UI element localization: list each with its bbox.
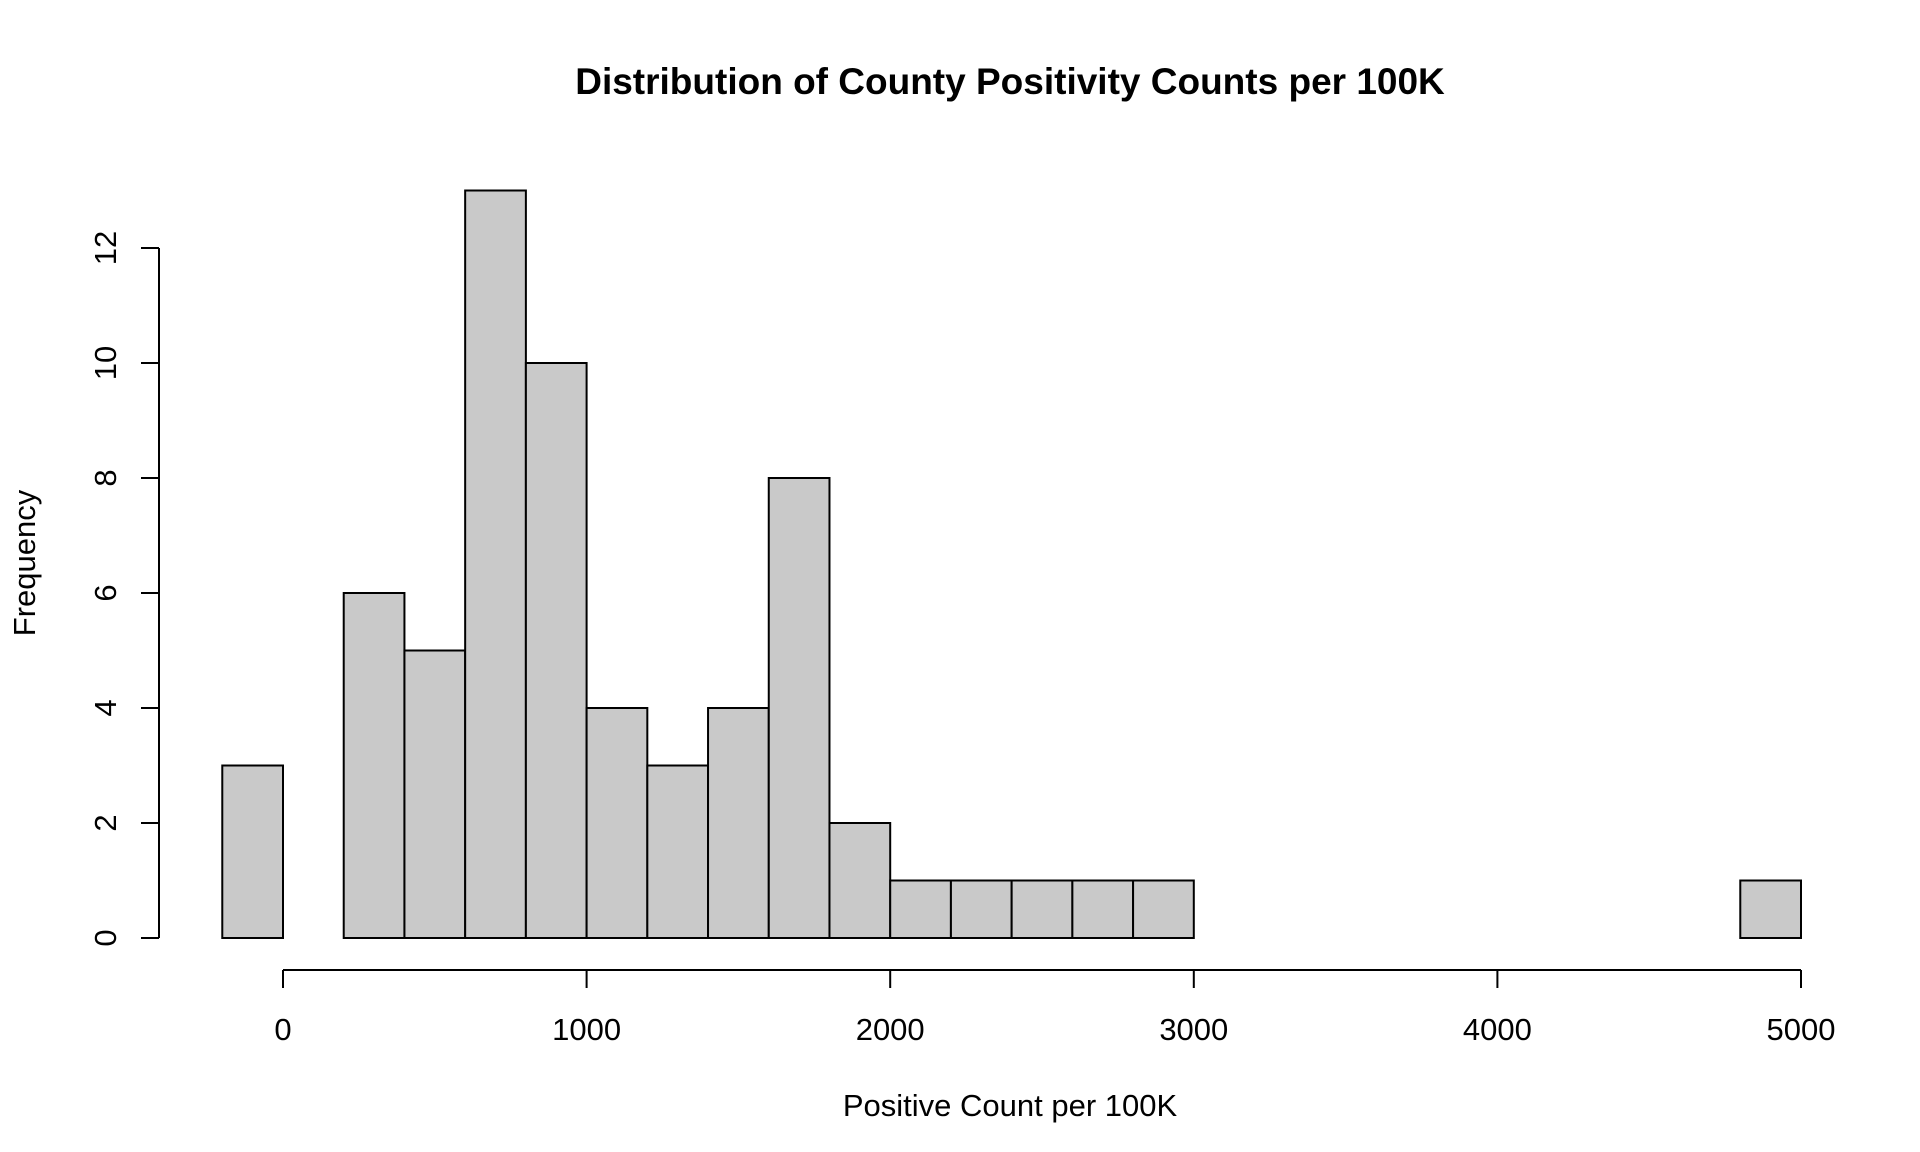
y-tick-label: 4 bbox=[88, 699, 123, 716]
histogram-bar bbox=[1010, 879, 1074, 939]
y-tick-label: 8 bbox=[88, 469, 123, 486]
histogram-bar bbox=[585, 707, 649, 939]
histogram-bar bbox=[1739, 879, 1803, 939]
histogram-bar bbox=[1071, 879, 1135, 939]
histogram-bar bbox=[949, 879, 1013, 939]
histogram-bars bbox=[221, 189, 1803, 939]
y-tick-label: 0 bbox=[88, 929, 123, 946]
y-tick-label: 10 bbox=[88, 346, 123, 380]
x-tick-label: 5000 bbox=[1767, 1012, 1836, 1047]
histogram-bar bbox=[403, 649, 467, 939]
y-axis-label: Frequency bbox=[7, 489, 42, 636]
histogram-bar bbox=[828, 822, 892, 939]
histogram-bar bbox=[646, 764, 710, 939]
histogram-bar bbox=[707, 707, 770, 939]
x-tick-label: 1000 bbox=[552, 1012, 621, 1047]
histogram-bar bbox=[221, 764, 284, 939]
y-axis: 0 2 4 6 8 10 12 bbox=[88, 231, 160, 947]
x-tick-label: 0 bbox=[274, 1012, 291, 1047]
histogram-bar bbox=[342, 592, 406, 939]
x-tick-label: 3000 bbox=[1159, 1012, 1228, 1047]
y-tick-label: 12 bbox=[88, 231, 123, 265]
x-axis-label: Positive Count per 100K bbox=[843, 1088, 1178, 1123]
chart-title: Distribution of County Positivity Counts… bbox=[575, 61, 1445, 102]
histogram-bar bbox=[767, 477, 831, 939]
histogram-bar bbox=[524, 362, 588, 939]
x-tick-label: 2000 bbox=[856, 1012, 925, 1047]
y-tick-label: 6 bbox=[88, 584, 123, 601]
histogram-bar bbox=[1132, 879, 1195, 939]
x-axis: 0 1000 2000 3000 4000 5000 bbox=[274, 969, 1836, 1047]
histogram-bar bbox=[889, 879, 952, 939]
histogram-bar bbox=[464, 189, 527, 939]
x-tick-label: 4000 bbox=[1463, 1012, 1532, 1047]
y-tick-label: 2 bbox=[88, 814, 123, 831]
